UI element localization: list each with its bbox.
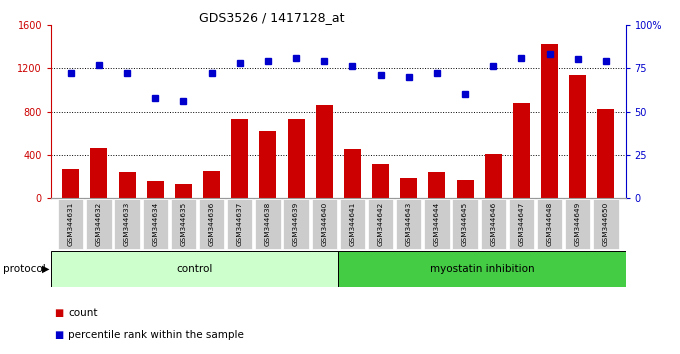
- Bar: [401, 178, 417, 198]
- Text: ■: ■: [54, 308, 64, 318]
- Bar: [485, 154, 502, 198]
- Bar: [203, 171, 220, 198]
- Text: GSM344634: GSM344634: [152, 201, 158, 246]
- Bar: [171, 199, 196, 249]
- Bar: [51, 251, 339, 287]
- Bar: [316, 105, 333, 198]
- Bar: [593, 199, 619, 249]
- Text: GSM344650: GSM344650: [603, 201, 609, 246]
- Text: count: count: [68, 308, 97, 318]
- Bar: [340, 199, 365, 249]
- Text: GSM344648: GSM344648: [547, 201, 553, 246]
- Bar: [284, 199, 309, 249]
- Text: GSM344642: GSM344642: [377, 201, 384, 246]
- Bar: [452, 199, 478, 249]
- Text: GSM344635: GSM344635: [180, 201, 186, 246]
- Bar: [541, 44, 558, 198]
- Bar: [513, 103, 530, 198]
- Text: GSM344646: GSM344646: [490, 201, 496, 246]
- Text: GSM344632: GSM344632: [96, 201, 102, 246]
- Bar: [372, 164, 389, 198]
- Bar: [231, 119, 248, 198]
- Text: ▶: ▶: [42, 264, 50, 274]
- Text: myostatin inhibition: myostatin inhibition: [430, 264, 534, 274]
- Bar: [90, 148, 107, 198]
- Text: GSM344639: GSM344639: [293, 201, 299, 246]
- Bar: [481, 199, 506, 249]
- Bar: [569, 75, 586, 198]
- Text: GSM344638: GSM344638: [265, 201, 271, 246]
- Bar: [227, 199, 252, 249]
- Text: control: control: [177, 264, 213, 274]
- Text: protocol: protocol: [3, 264, 46, 274]
- Bar: [537, 199, 562, 249]
- Text: GSM344643: GSM344643: [406, 201, 411, 246]
- Text: GSM344644: GSM344644: [434, 201, 440, 246]
- Text: GSM344645: GSM344645: [462, 201, 468, 246]
- Text: GSM344633: GSM344633: [124, 201, 130, 246]
- Bar: [175, 184, 192, 198]
- Text: GSM344641: GSM344641: [350, 201, 356, 246]
- Bar: [428, 172, 445, 198]
- Bar: [456, 180, 473, 198]
- Bar: [260, 131, 276, 198]
- Bar: [63, 169, 79, 198]
- Bar: [344, 149, 361, 198]
- Text: GSM344631: GSM344631: [68, 201, 73, 246]
- Text: GSM344649: GSM344649: [575, 201, 581, 246]
- Bar: [424, 199, 449, 249]
- Text: GSM344640: GSM344640: [321, 201, 327, 246]
- Bar: [288, 119, 305, 198]
- Bar: [509, 199, 534, 249]
- Bar: [118, 172, 135, 198]
- Text: GDS3526 / 1417128_at: GDS3526 / 1417128_at: [199, 11, 345, 24]
- Bar: [598, 109, 614, 198]
- Bar: [396, 199, 422, 249]
- Bar: [368, 199, 393, 249]
- Bar: [255, 199, 281, 249]
- Bar: [339, 251, 626, 287]
- Bar: [114, 199, 139, 249]
- Text: GSM344637: GSM344637: [237, 201, 243, 246]
- Text: percentile rank within the sample: percentile rank within the sample: [68, 330, 244, 339]
- Bar: [147, 182, 164, 198]
- Bar: [58, 199, 84, 249]
- Bar: [311, 199, 337, 249]
- Text: GSM344647: GSM344647: [518, 201, 524, 246]
- Bar: [86, 199, 112, 249]
- Bar: [565, 199, 590, 249]
- Bar: [199, 199, 224, 249]
- Text: GSM344636: GSM344636: [209, 201, 215, 246]
- Bar: [143, 199, 168, 249]
- Text: ■: ■: [54, 330, 64, 339]
